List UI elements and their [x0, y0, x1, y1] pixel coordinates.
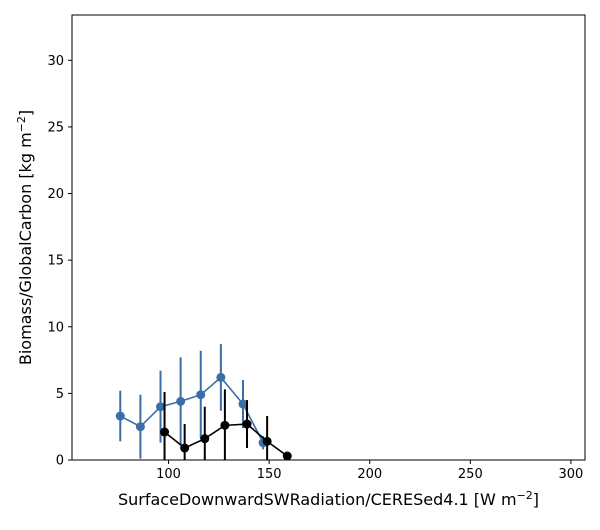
y-tick-label: 5	[56, 387, 64, 402]
data-point	[115, 411, 125, 421]
x-tick-label: 150	[257, 467, 282, 482]
data-point	[160, 427, 170, 437]
x-tick-label: 100	[156, 467, 181, 482]
data-point	[216, 372, 226, 382]
x-tick-label: 250	[458, 467, 483, 482]
data-point	[200, 434, 210, 444]
y-tick-label: 20	[47, 187, 64, 202]
series-layer	[115, 344, 292, 461]
data-point	[180, 443, 190, 453]
series-line	[119, 376, 264, 444]
x-axis-label: SurfaceDownwardSWRadiation/CERESed4.1 [W…	[118, 489, 539, 510]
data-point	[238, 399, 248, 409]
axes-frame	[71, 14, 586, 461]
y-tick-label: 30	[47, 54, 64, 69]
y-tick-label: 10	[47, 320, 64, 335]
data-point	[242, 419, 252, 429]
data-point	[135, 422, 145, 432]
y-tick-label: 15	[47, 254, 64, 269]
y-tick-label: 25	[47, 120, 64, 135]
y-tick-label: 0	[56, 454, 64, 469]
data-point	[156, 402, 166, 412]
series-0	[115, 344, 268, 459]
data-point	[220, 420, 230, 430]
data-point	[282, 451, 292, 461]
x-tick-label: 300	[559, 467, 584, 482]
data-point	[196, 390, 206, 400]
series-1	[160, 389, 292, 461]
x-tick-label: 200	[357, 467, 382, 482]
tick-layer: 100 150 200 250 300 0 5 10 15 20 25 30	[47, 54, 583, 482]
data-point	[262, 436, 272, 446]
data-point	[176, 396, 186, 406]
plot-frame	[71, 14, 586, 461]
y-axis-label: Biomass/GlobalCarbon [kg m−2]	[15, 110, 36, 365]
